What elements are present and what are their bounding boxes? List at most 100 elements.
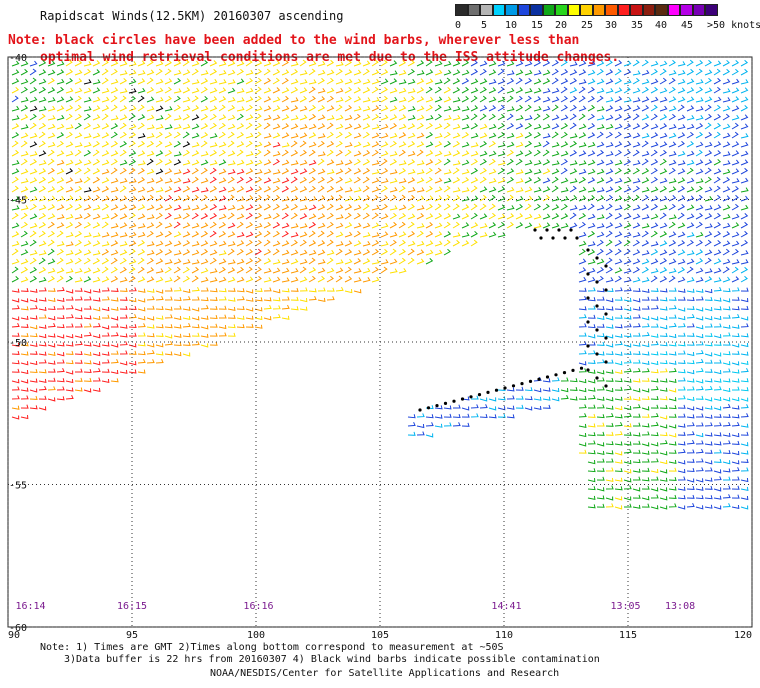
wind-barb bbox=[524, 140, 533, 148]
wind-barb bbox=[137, 140, 146, 148]
wind-barb bbox=[524, 213, 533, 220]
wind-barb bbox=[128, 195, 137, 202]
wind-barb bbox=[389, 151, 398, 157]
wind-barb bbox=[20, 168, 29, 175]
wind-barb bbox=[20, 124, 29, 130]
wind-barb bbox=[722, 314, 731, 319]
wind-barb bbox=[353, 158, 361, 166]
wind-barb bbox=[686, 131, 694, 139]
wind-barb bbox=[65, 150, 74, 157]
wind-barb bbox=[65, 69, 74, 76]
wind-barb bbox=[641, 258, 650, 265]
wind-barb bbox=[668, 486, 677, 491]
wind-barb bbox=[344, 276, 353, 283]
wind-barb bbox=[623, 239, 631, 247]
wind-barb bbox=[20, 240, 29, 247]
wind-barb bbox=[632, 440, 641, 445]
wind-barb bbox=[569, 168, 578, 175]
wind-barb bbox=[110, 158, 118, 166]
wind-barb bbox=[722, 288, 731, 293]
wind-barb bbox=[695, 239, 703, 247]
wind-barb bbox=[281, 95, 289, 103]
wind-barb bbox=[641, 296, 650, 301]
wind-barb bbox=[281, 277, 290, 283]
wind-barb bbox=[443, 413, 452, 418]
wind-barb bbox=[677, 240, 686, 247]
wind-barb bbox=[407, 240, 416, 247]
wind-barb bbox=[407, 78, 416, 85]
wind-barb bbox=[362, 195, 371, 202]
wind-barb bbox=[443, 422, 452, 427]
wind-barb bbox=[668, 132, 677, 139]
wind-barb bbox=[155, 276, 164, 283]
wind-barb bbox=[47, 305, 56, 311]
wind-barb bbox=[452, 87, 461, 94]
wind-barb bbox=[740, 114, 749, 121]
wind-barb bbox=[236, 132, 245, 139]
wind-barb bbox=[479, 397, 488, 402]
wind-barb bbox=[650, 351, 659, 356]
wind-barb bbox=[479, 150, 488, 157]
wind-barb bbox=[407, 132, 416, 139]
wind-barb bbox=[515, 404, 524, 409]
wind-barb bbox=[704, 289, 713, 294]
wind-barb bbox=[677, 222, 686, 229]
wind-barb bbox=[722, 468, 731, 473]
wind-barb bbox=[443, 131, 451, 139]
wind-barb bbox=[209, 96, 218, 103]
wind-barb bbox=[416, 105, 425, 112]
wind-barb bbox=[209, 142, 218, 148]
wind-barb bbox=[479, 95, 487, 103]
wind-barb bbox=[101, 177, 110, 184]
wind-barb bbox=[335, 248, 343, 256]
wind-barb bbox=[227, 314, 236, 319]
time-label: 13:05 bbox=[610, 601, 640, 612]
wind-barb bbox=[470, 413, 479, 418]
wind-barb bbox=[650, 249, 659, 256]
wind-barb bbox=[218, 96, 227, 103]
wind-barb bbox=[245, 289, 254, 294]
wind-barb bbox=[632, 185, 640, 193]
wind-barb bbox=[515, 77, 523, 85]
wind-barb bbox=[209, 221, 217, 229]
wind-barb bbox=[713, 168, 722, 175]
wind-barb bbox=[740, 275, 748, 283]
wind-barb bbox=[677, 441, 686, 446]
wind-barb bbox=[290, 306, 299, 311]
wind-barb bbox=[65, 394, 74, 400]
wind-barb bbox=[623, 333, 632, 338]
wind-barb bbox=[596, 431, 605, 436]
wind-barb bbox=[236, 258, 245, 265]
wind-barb bbox=[668, 178, 677, 184]
wind-barb bbox=[101, 266, 109, 274]
wind-barb bbox=[668, 459, 677, 465]
wind-barb bbox=[641, 496, 650, 501]
wind-barb bbox=[614, 305, 623, 311]
wind-barb bbox=[578, 186, 587, 193]
wind-barb bbox=[614, 240, 623, 247]
wind-barb bbox=[713, 341, 722, 346]
wind-barb bbox=[56, 222, 65, 229]
wind-barb bbox=[164, 324, 173, 329]
wind-barb bbox=[182, 113, 191, 121]
wind-barb bbox=[569, 61, 578, 67]
wind-barb bbox=[146, 276, 155, 283]
footer-note-2: 3)Data buffer is 22 hrs from 20160307 4)… bbox=[64, 654, 600, 665]
wind-barb bbox=[353, 60, 362, 67]
wind-barb bbox=[623, 287, 632, 292]
wind-barb bbox=[731, 141, 740, 148]
lat-label: -55 bbox=[9, 481, 27, 492]
wind-barb bbox=[650, 296, 659, 301]
wind-barb bbox=[83, 289, 92, 294]
wind-barb bbox=[146, 214, 155, 220]
wind-barb bbox=[443, 248, 451, 256]
wind-barb bbox=[56, 159, 65, 166]
wind-barb bbox=[47, 87, 56, 94]
wind-barb bbox=[236, 113, 244, 121]
wind-barb bbox=[731, 460, 740, 465]
wind-barb bbox=[317, 213, 326, 220]
wind-barb bbox=[713, 476, 722, 481]
wind-barb bbox=[299, 276, 308, 283]
wind-barb bbox=[254, 275, 262, 283]
wind-barb bbox=[227, 287, 236, 292]
